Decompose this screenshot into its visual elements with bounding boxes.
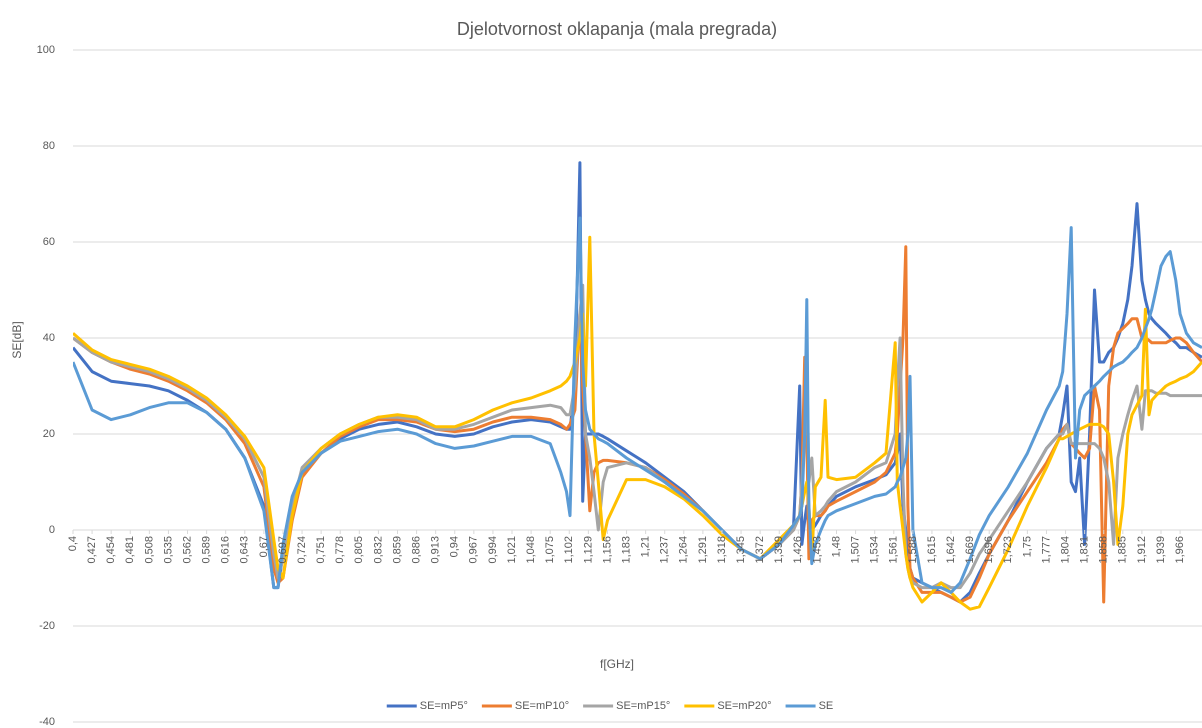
x-tick-label: 1,453 [811,536,823,564]
x-tick-label: 0,832 [372,536,384,564]
x-tick-label: 1,507 [850,536,862,564]
legend-item: SE=mP20° [684,700,772,712]
x-tick-label: 0,859 [391,536,403,564]
x-tick-label: 1,804 [1059,536,1071,564]
legend-item: SE=mP5° [386,700,468,712]
x-tick-label: 0,643 [239,536,251,564]
x-tick-label: 0,589 [201,536,213,564]
x-tick-label: 0,508 [143,536,155,564]
x-tick-label: 1,777 [1040,536,1052,564]
x-tick-label: 0,427 [86,536,98,564]
x-tick-label: 1,723 [1002,536,1014,564]
x-tick-label: 1,399 [773,536,785,564]
x-tick-label: 1,696 [983,536,995,564]
y-tick-label: 0 [49,524,55,536]
x-tick-label: 1,642 [945,536,957,564]
y-tick-label: 80 [43,140,55,152]
y-tick-label: 40 [43,332,55,344]
x-tick-label: 1,156 [601,536,613,564]
x-tick-label: 1,264 [678,536,690,564]
x-tick-label: 1,426 [792,536,804,564]
x-axis: 0,4 0,427 0,454 0,481 0,508 0,535 0,562 0,589 0,… [67,530,1186,564]
x-tick-label: 0,4 [67,536,79,551]
x-tick-label: 0,535 [162,536,174,564]
y-tick-label: -40 [39,716,55,728]
x-tick-label: 1,561 [888,536,900,564]
x-tick-label: 0,94 [449,536,461,557]
x-tick-label: 1,885 [1117,536,1129,564]
x-tick-label: 1,021 [506,536,518,564]
x-tick-label: 1,669 [964,536,976,564]
series-line [73,216,1202,594]
x-tick-label: 1,48 [830,536,842,557]
x-tick-label: 1,966 [1174,536,1186,564]
x-tick-label: 0,616 [220,536,232,564]
x-tick-label: 1,237 [659,536,671,564]
legend-item: SE=mP15° [583,700,670,712]
x-tick-label: 1,291 [697,536,709,564]
x-tick-label: 1,534 [869,536,881,564]
x-tick-label: 1,183 [620,536,632,564]
legend-label: SE=mP5° [420,700,468,712]
x-tick-label: 1,615 [926,536,938,564]
x-tick-label: 0,751 [315,536,327,564]
x-tick-label: 1,858 [1098,536,1110,564]
legend-label: SE [819,700,834,712]
x-tick-label: 0,805 [353,536,365,564]
x-tick-label: 0,913 [430,536,442,564]
x-axis-title: f[GHz] [600,657,634,671]
series-line [73,161,1202,604]
y-tick-label: 20 [43,428,55,440]
series-line [73,235,1202,611]
y-tick-label: -20 [39,620,55,632]
legend-item: SE=mP10° [481,700,569,712]
y-axis-title: SE[dB] [10,321,24,358]
x-tick-label: 0,886 [410,536,422,564]
x-tick-label: 1,939 [1155,536,1167,564]
x-tick-label: 1,588 [907,536,919,564]
x-tick-label: 1,372 [754,536,766,564]
x-tick-label: 1,831 [1079,536,1091,564]
y-tick-label: 100 [37,44,55,56]
chart-title: Djelotvornost oklapanja (mala pregrada) [457,19,777,39]
x-tick-label: 0,562 [181,536,193,564]
grid: -40 -20 0 20 40 60 80 100 [37,44,1202,728]
x-tick-label: 0,67 [258,536,270,557]
legend: SE=mP5° SE=mP10° SE=mP15° SE=mP20° SE [386,700,834,712]
y-tick-label: 60 [43,236,55,248]
legend-label: SE=mP10° [515,700,569,712]
x-tick-label: 1,048 [525,536,537,564]
x-tick-label: 1,912 [1136,536,1148,564]
legend-item: SE [785,700,834,712]
legend-label: SE=mP20° [717,700,771,712]
x-tick-label: 1,21 [640,536,652,557]
x-tick-label: 0,967 [468,536,480,564]
x-tick-label: 1,102 [563,536,575,564]
plot-area [73,161,1202,611]
x-tick-label: 1,075 [544,536,556,564]
x-tick-label: 0,778 [334,536,346,564]
x-tick-label: 0,994 [487,536,499,564]
x-tick-label: 1,318 [716,536,728,564]
x-tick-label: 1,75 [1021,536,1033,557]
legend-label: SE=mP15° [616,700,670,712]
x-tick-label: 0,697 [277,536,289,564]
x-tick-label: 0,724 [296,536,308,564]
x-tick-label: 0,454 [105,536,117,564]
x-tick-label: 1,345 [735,536,747,564]
x-tick-label: 1,129 [582,536,594,564]
x-tick-label: 0,481 [124,536,136,564]
